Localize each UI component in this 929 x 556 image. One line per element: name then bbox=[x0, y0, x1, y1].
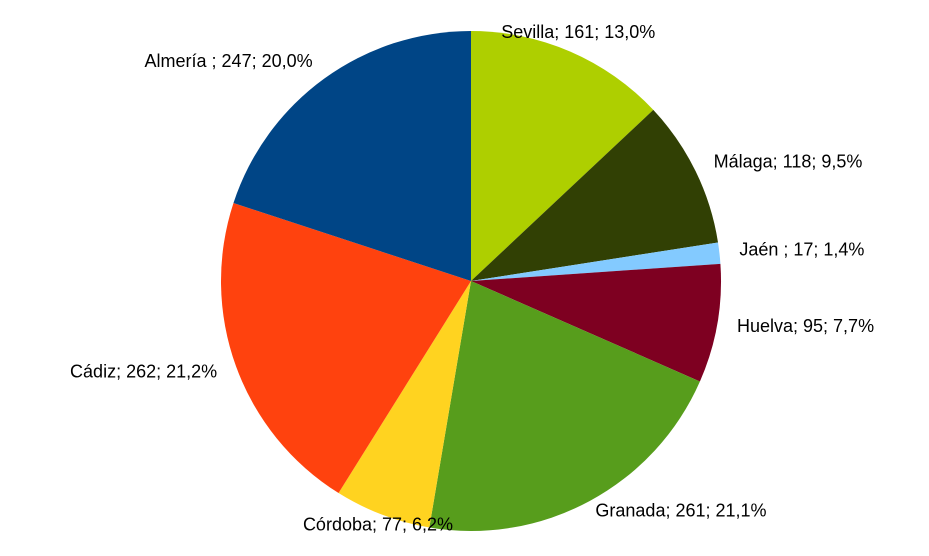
pie-slice bbox=[471, 263, 721, 382]
pie-slice bbox=[233, 31, 471, 281]
slice-label: Córdoba; 77; 6,2% bbox=[303, 515, 453, 535]
pie-slice bbox=[471, 109, 719, 281]
slice-label: Málaga; 118; 9,5% bbox=[714, 151, 863, 171]
slice-label: Granada; 261; 21,1% bbox=[595, 500, 766, 520]
pie-slice bbox=[429, 281, 700, 531]
pie-slice bbox=[338, 281, 471, 528]
pie-slice bbox=[471, 31, 654, 281]
pie-slice bbox=[471, 242, 721, 281]
slice-label: Huelva; 95; 7,7% bbox=[737, 316, 874, 336]
slice-label: Sevilla; 161; 13,0% bbox=[501, 22, 655, 42]
pie-slice bbox=[221, 203, 471, 494]
slice-label: Jaén ; 17; 1,4% bbox=[739, 240, 864, 260]
slice-label: Almería ; 247; 20,0% bbox=[145, 51, 313, 71]
slice-label: Cádiz; 262; 21,2% bbox=[70, 362, 217, 382]
